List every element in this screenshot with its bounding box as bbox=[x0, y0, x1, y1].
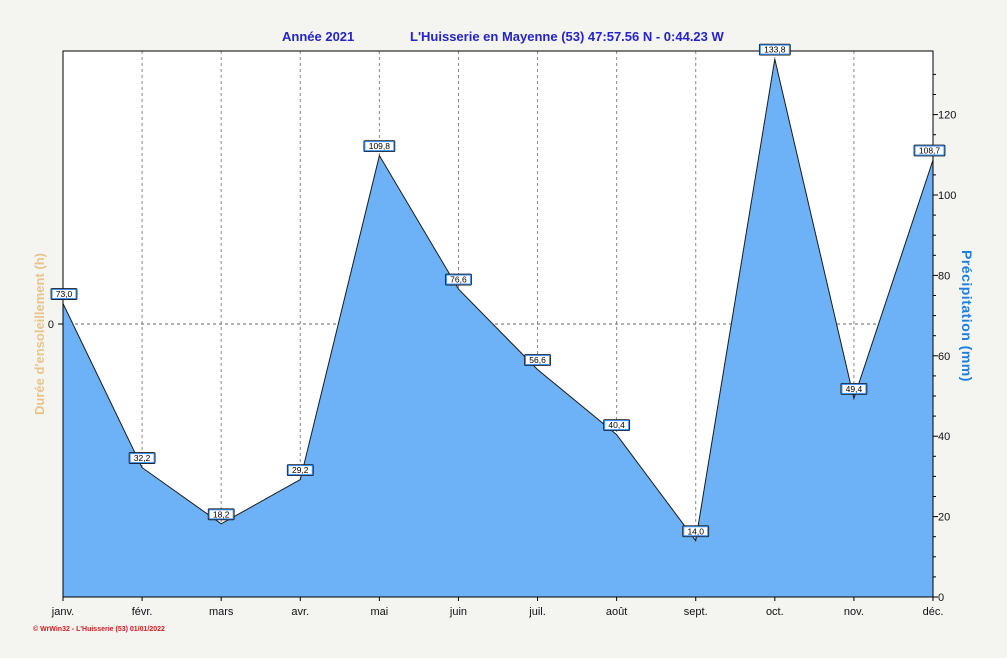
data-label-inner bbox=[52, 290, 76, 299]
x-tick-label: févr. bbox=[132, 606, 153, 618]
y-right-tick-label: 120 bbox=[938, 110, 956, 122]
axes: janv. févr. mars avr. mai juin juil. août sept. o… bbox=[48, 73, 956, 618]
x-tick-label: janv. bbox=[51, 606, 74, 618]
chart-title-location: L'Huisserie en Mayenne (53) 47:57.56 N -… bbox=[410, 29, 725, 44]
data-label: 18,2 bbox=[213, 509, 230, 519]
data-label: 133,8 bbox=[764, 45, 786, 55]
x-tick-label: août bbox=[606, 606, 627, 618]
data-label-inner bbox=[760, 45, 789, 54]
x-tick-label: nov. bbox=[844, 606, 864, 618]
x-tick-label: déc. bbox=[923, 606, 944, 618]
data-label-inner bbox=[365, 142, 394, 151]
y-right-tick-label: 80 bbox=[938, 270, 950, 282]
data-label: 40,4 bbox=[608, 420, 625, 430]
data-label: 49,4 bbox=[846, 384, 863, 394]
x-tick-label: mai bbox=[370, 606, 388, 618]
data-label: 109,8 bbox=[369, 141, 391, 151]
x-tick-label: juil. bbox=[528, 606, 546, 618]
data-label: 73,0 bbox=[56, 289, 73, 299]
precipitation-fill bbox=[63, 59, 933, 598]
x-tick-label: mars bbox=[209, 606, 234, 618]
data-label: 76,6 bbox=[450, 275, 467, 285]
data-label-inner bbox=[526, 355, 550, 364]
y-right-tick-label: 20 bbox=[938, 512, 950, 524]
data-label-inner bbox=[130, 454, 154, 463]
y-right-tick-label: 0 bbox=[938, 592, 944, 604]
data-label-inner bbox=[288, 466, 312, 475]
data-label: 56,6 bbox=[529, 355, 546, 365]
footer-credit: © WrWin32 - L'Huisserie (53) 01/01/2022 bbox=[33, 625, 165, 633]
data-label: 14,0 bbox=[687, 526, 704, 536]
data-label-inner bbox=[684, 527, 708, 536]
x-tick-label: avr. bbox=[291, 606, 309, 618]
data-label-inner bbox=[446, 275, 470, 284]
data-label: 108,7 bbox=[919, 146, 941, 156]
y-axis-right-label: Précipitation (mm) bbox=[959, 250, 975, 382]
y-left-tick-label: 0 bbox=[48, 319, 54, 331]
data-label-inner bbox=[915, 146, 944, 155]
data-label: 32,2 bbox=[134, 453, 151, 463]
x-tick-label: juin bbox=[449, 606, 467, 618]
x-tick-label: sept. bbox=[684, 606, 708, 618]
data-label-inner bbox=[842, 384, 866, 393]
data-label: 29,2 bbox=[292, 465, 309, 475]
data-label-inner bbox=[209, 510, 233, 519]
y-right-tick-label: 40 bbox=[938, 431, 950, 443]
data-label-inner bbox=[605, 421, 629, 430]
y-axis-left-label: Durée d'ensoleillement (h) bbox=[32, 253, 47, 415]
y-right-tick-label: 60 bbox=[938, 351, 950, 363]
x-tick-label: oct. bbox=[766, 606, 784, 618]
chart-title-year: Année 2021 bbox=[282, 29, 354, 44]
data-labels: 73,0 32,2 18,2 29,2 109,8 76,6 56,6 40,4 14,0 133… bbox=[50, 43, 946, 538]
y-right-tick-label: 100 bbox=[938, 190, 956, 202]
